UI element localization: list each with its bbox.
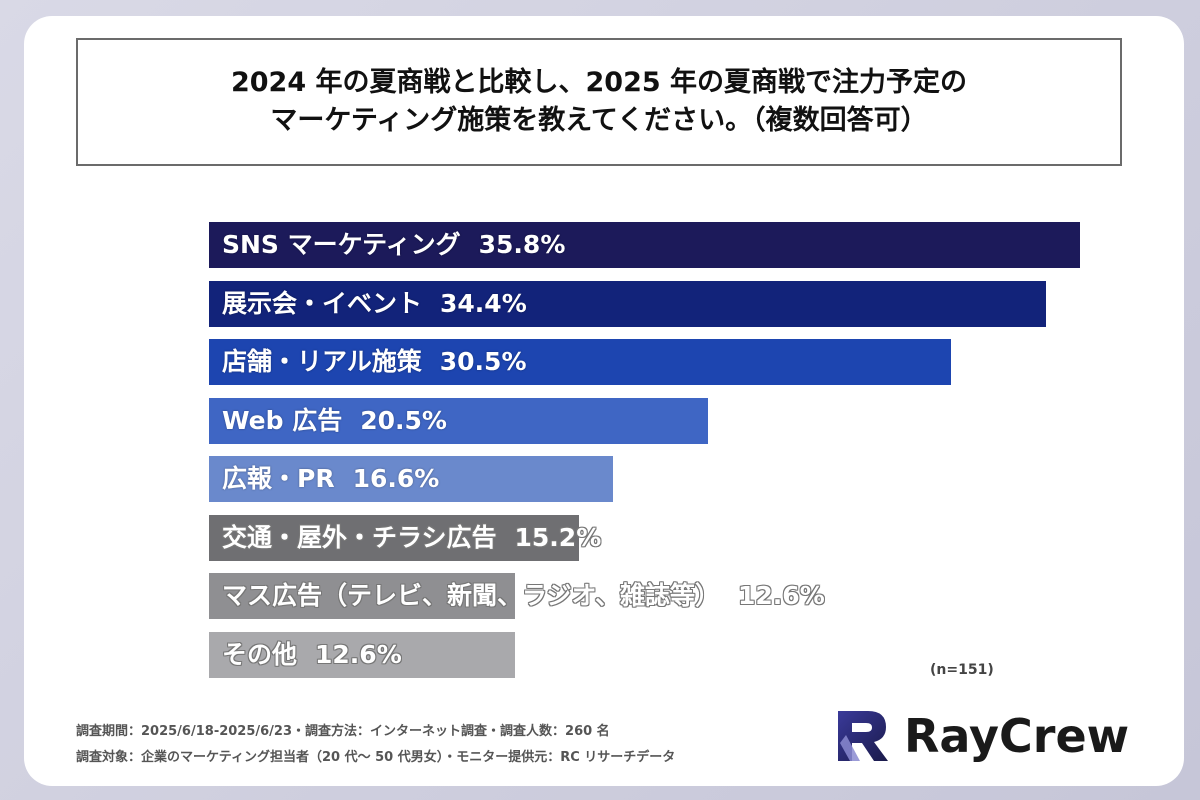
bar-label-2: 展示会・イベント 34.4% <box>222 281 527 327</box>
report-card: 2024 年の夏商戦と比較し、2025 年の夏商戦で注力予定の マーケティング施… <box>24 16 1184 786</box>
bar-category-label: SNS マーケティング <box>222 230 461 259</box>
bar-value-label: 35.8% <box>478 230 566 259</box>
bar-5 <box>209 456 613 502</box>
raycrew-logo-text: RayCrew <box>904 709 1130 763</box>
question-title-line-2: マーケティング施策を教えてください。（複数回答可） <box>270 105 928 136</box>
bar-chart: SNS マーケティング 35.8% 展示会・イベント 34.4% 店舗・リアル施策 30.… <box>209 222 1109 702</box>
question-title-box: 2024 年の夏商戦と比較し、2025 年の夏商戦で注力予定の マーケティング施… <box>76 38 1122 166</box>
bar-label-1: SNS マーケティング 35.8% <box>222 222 565 268</box>
raycrew-logo: RayCrew <box>832 706 1132 766</box>
survey-period-note: 調査期間：2025/6/18-2025/6/23・調査方法：インターネット調査・… <box>76 724 610 739</box>
bar-8 <box>209 631 516 678</box>
bar-label-8: その他 12.6% <box>222 632 402 678</box>
bar-value-label: 34.4% <box>440 288 527 318</box>
bar-7 <box>209 573 516 619</box>
bar-2 <box>209 280 1046 327</box>
bar-category-label: マス広告（テレビ、新聞、ラジオ、雑誌等） <box>222 581 721 610</box>
bar-label-6: 交通・屋外・チラシ広告 15.2% <box>222 515 601 561</box>
bar-value-label: 12.6% <box>315 639 402 669</box>
raycrew-logo-icon <box>838 711 888 761</box>
bar-6 <box>209 514 579 561</box>
bar-3 <box>209 339 951 385</box>
bar-category-label: 広報・PR <box>222 464 335 493</box>
bar-value-label: 20.5% <box>360 405 447 435</box>
bar-label-5: 広報・PR 16.6% <box>222 456 439 502</box>
survey-target-note: 調査対象：企業のマーケティング担当者（20 代〜 50 代男女）・モニター提供元… <box>76 750 676 765</box>
bar-value-label: 12.6% <box>738 581 825 610</box>
question-title-line-1: 2024 年の夏商戦と比較し、2025 年の夏商戦で注力予定の <box>230 67 968 98</box>
bar-value-label: 16.6% <box>352 464 440 493</box>
bar-category-label: Web 広告 <box>222 405 343 435</box>
bar-category-label: 店舗・リアル施策 <box>222 347 422 376</box>
bar-label-4: Web 広告 20.5% <box>222 398 447 444</box>
sample-size-note: (n=151) <box>930 662 994 678</box>
bar-label-7: マス広告（テレビ、新聞、ラジオ、雑誌等） 12.6% <box>222 573 825 619</box>
bar-4 <box>209 397 708 444</box>
bar-label-3: 店舗・リアル施策 30.5% <box>222 339 527 385</box>
bar-category-label: その他 <box>222 639 298 669</box>
bar-value-label: 30.5% <box>439 347 527 376</box>
bar-value-label: 15.2% <box>514 522 602 552</box>
bar-category-label: 展示会・イベント <box>222 288 423 318</box>
bar-category-label: 交通・屋外・チラシ広告 <box>222 522 497 552</box>
bar-1 <box>209 222 1080 268</box>
